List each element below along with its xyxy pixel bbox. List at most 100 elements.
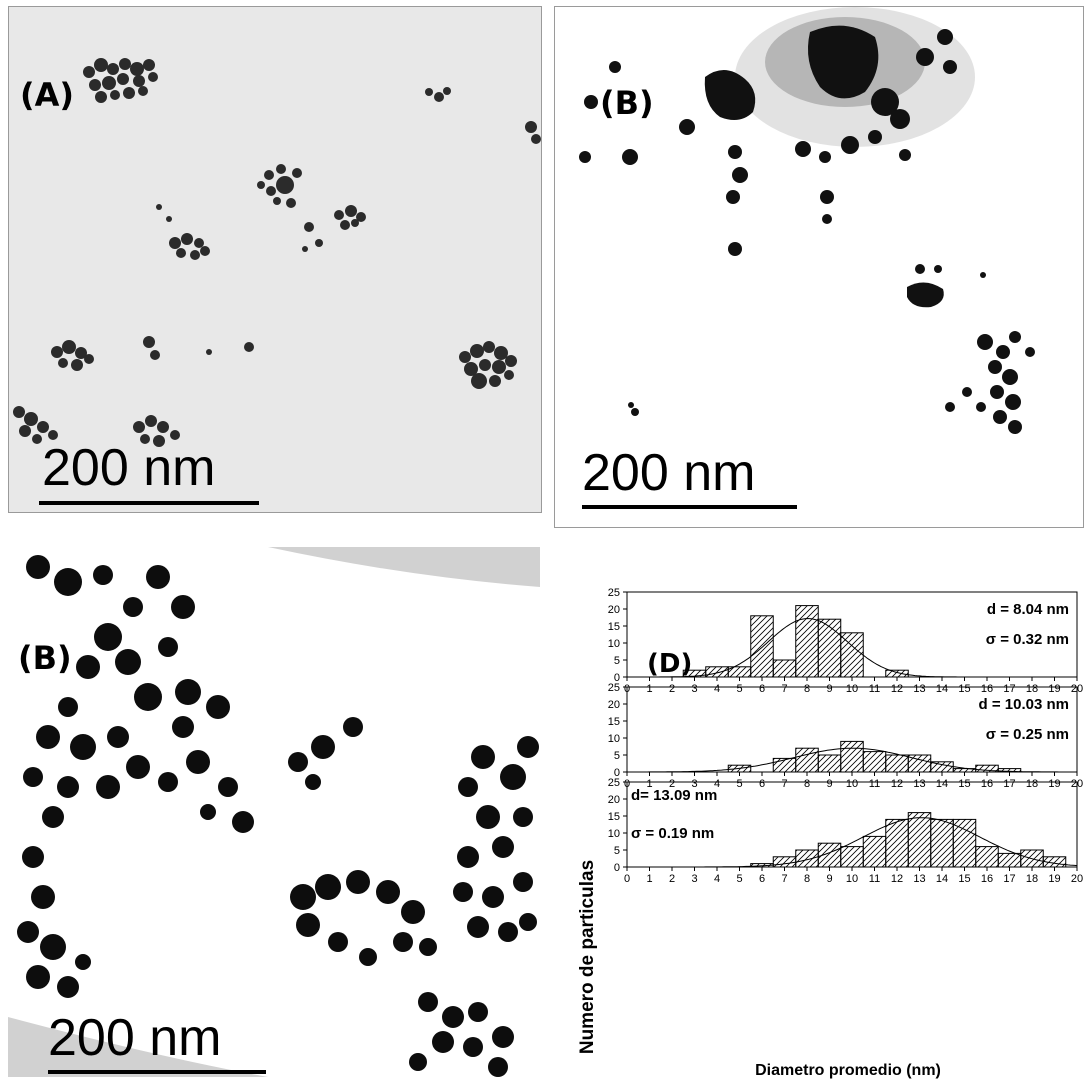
y-tick-label: 20 xyxy=(608,604,620,616)
histogram-bar xyxy=(795,747,819,773)
histogram-bar xyxy=(840,632,864,678)
y-tick-label: 10 xyxy=(608,828,620,840)
x-tick-label: 17 xyxy=(1003,683,1015,695)
y-tick-label: 25 xyxy=(608,682,620,694)
panel-c-scale-label: 200 nm xyxy=(48,1009,222,1067)
panel-b-label: (B) xyxy=(600,84,654,122)
fit-curve xyxy=(627,617,1077,678)
x-tick-label: 18 xyxy=(1026,683,1038,695)
x-tick-label: 10 xyxy=(846,683,858,695)
x-tick-label: 6 xyxy=(759,778,765,790)
histogram-bar xyxy=(840,740,864,773)
histogram-bar xyxy=(885,818,909,868)
histogram-bar xyxy=(840,846,864,868)
x-tick-label: 2 xyxy=(669,778,675,790)
y-tick-label: 0 xyxy=(614,767,620,779)
x-tick-label: 4 xyxy=(714,778,720,790)
x-tick-label: 3 xyxy=(691,683,697,695)
x-tick-label: 1 xyxy=(646,778,652,790)
stat-label: σ = 0.25 nm xyxy=(986,726,1069,743)
x-tick-label: 13 xyxy=(913,778,925,790)
x-tick-label: 19 xyxy=(1048,683,1060,695)
x-tick-label: 16 xyxy=(981,873,993,885)
x-tick-label: 9 xyxy=(826,778,832,790)
stat-label: σ = 0.32 nm xyxy=(986,631,1069,648)
y-tick-label: 15 xyxy=(608,811,620,823)
x-tick-label: 9 xyxy=(826,683,832,695)
x-tick-label: 14 xyxy=(936,778,948,790)
x-tick-label: 14 xyxy=(936,683,948,695)
x-tick-label: 9 xyxy=(826,873,832,885)
x-tick-label: 5 xyxy=(736,778,742,790)
x-tick-label: 12 xyxy=(891,778,903,790)
x-tick-label: 11 xyxy=(869,873,880,885)
histogram-bar xyxy=(705,666,729,678)
panel-a-scale-label: 200 nm xyxy=(42,439,216,497)
histogram-bar xyxy=(930,818,954,868)
x-tick-label: 0 xyxy=(624,873,630,885)
x-tick-label: 13 xyxy=(913,683,925,695)
histogram-bar xyxy=(772,757,797,773)
histogram-bar xyxy=(952,818,977,868)
histogram-bar xyxy=(997,768,1022,773)
x-tick-label: 19 xyxy=(1048,778,1060,790)
histogram-bar xyxy=(907,812,932,868)
x-tick-label: 10 xyxy=(846,778,858,790)
fit-curve xyxy=(627,817,1078,868)
histogram-bar xyxy=(862,835,887,868)
histogram-bar xyxy=(862,751,887,773)
x-tick-label: 10 xyxy=(846,873,858,885)
histogram-bar xyxy=(795,849,819,868)
x-tick-label: 5 xyxy=(736,683,742,695)
y-tick-label: 5 xyxy=(614,750,620,762)
histogram-bar xyxy=(772,856,797,868)
histogram-chart: Numero de particulas Diametro promedio (… xyxy=(577,587,1083,1079)
panel-b-scale-bar xyxy=(582,505,797,509)
histogram-bar xyxy=(885,669,909,678)
histogram-bar xyxy=(1042,856,1067,868)
x-tick-label: 7 xyxy=(781,873,787,885)
x-tick-label: 4 xyxy=(714,873,720,885)
x-tick-label: 19 xyxy=(1048,873,1060,885)
y-tick-label: 20 xyxy=(608,794,620,806)
x-tick-label: 14 xyxy=(936,873,948,885)
micrograph-panel-a: (A) 200 nm xyxy=(8,6,542,513)
micrograph-a-image xyxy=(13,58,541,447)
x-tick-label: 7 xyxy=(781,683,787,695)
histogram-bar xyxy=(750,615,774,678)
x-tick-label: 15 xyxy=(958,873,970,885)
histogram-bar xyxy=(817,618,842,678)
panel-c-scale-bar xyxy=(48,1070,266,1074)
x-tick-label: 7 xyxy=(781,778,787,790)
x-tick-label: 2 xyxy=(669,683,675,695)
x-tick-label: 16 xyxy=(981,683,993,695)
x-tick-label: 18 xyxy=(1026,778,1038,790)
x-tick-label: 17 xyxy=(1003,778,1015,790)
y-tick-label: 10 xyxy=(608,733,620,745)
x-tick-label: 18 xyxy=(1026,873,1038,885)
y-tick-label: 20 xyxy=(608,699,620,711)
x-tick-label: 3 xyxy=(691,778,697,790)
panel-a-scale-bar xyxy=(39,501,259,505)
x-tick-label: 2 xyxy=(669,873,675,885)
x-tick-label: 1 xyxy=(646,683,652,695)
x-tick-label: 6 xyxy=(759,683,765,695)
y-tick-label: 15 xyxy=(608,716,620,728)
y-tick-label: 25 xyxy=(608,777,620,789)
stat-label: d = 10.03 nm xyxy=(979,696,1069,713)
histogram-bar xyxy=(885,754,909,773)
micrograph-panel-b: (B) 200 nm xyxy=(554,6,1084,528)
x-tick-label: 16 xyxy=(981,778,993,790)
micrograph-b-image xyxy=(579,7,1035,434)
x-tick-label: 20 xyxy=(1071,873,1083,885)
x-tick-label: 12 xyxy=(891,683,903,695)
histogram-bar xyxy=(795,605,819,678)
micrograph-c-image xyxy=(8,547,540,1077)
panel-b-scale-label: 200 nm xyxy=(582,444,756,502)
x-tick-label: 8 xyxy=(804,873,810,885)
y-tick-label: 0 xyxy=(614,672,620,684)
x-tick-label: 8 xyxy=(804,683,810,695)
histogram-bar xyxy=(817,754,842,773)
x-tick-label: 13 xyxy=(913,873,925,885)
x-tick-label: 17 xyxy=(1003,873,1015,885)
